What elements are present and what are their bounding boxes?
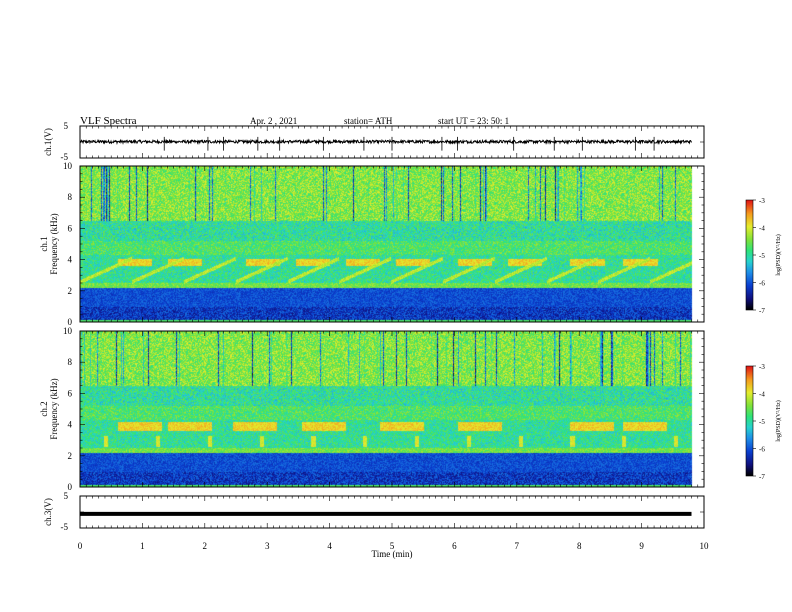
time-axis-tick-label: 2 [203,541,208,551]
ch2-spectrogram-ytick-label: 10 [63,326,73,336]
colorbar-tick-label: -6 [759,280,765,288]
colorbar-tick-label: -5 [759,418,765,426]
ch1-waveform-ticks [79,125,705,159]
colorbar-tick-label: -4 [759,225,765,233]
ch1-spectrogram-ytick-label: 6 [68,223,73,233]
time-axis-tick-label: 5 [390,541,395,551]
station-label: station= ATH [344,116,393,126]
ch1-waveform-ylabel: ch.1(V) [43,128,53,156]
time-axis-tick-label: 9 [639,541,644,551]
figure-title: VLF Spectra [80,115,137,127]
time-axis-tick-labels: 0 1 2 3 4 5 6 7 8 9 10 [78,541,709,551]
date-label: Apr. 2 , 2021 [250,116,297,126]
ch1-spectrogram-ylabel-text: ch.1 [39,236,49,251]
colorbar-tick-label: -7 [759,473,765,481]
ch1-spectrogram-ylabel-frequency: Frequency (kHz) [49,213,59,274]
ch1-colorbar-ticks: -3 -4 -5 -6 -7 [753,197,765,315]
ch1-spectrogram-ylabel-channel: ch.1 [39,236,49,251]
time-axis-tick-label: 7 [515,541,520,551]
time-axis-tick-label: 10 [700,541,710,551]
time-axis-tick-label: 8 [577,541,582,551]
ch2-colorbar [746,366,753,476]
ch2-spectrogram-image-holder [80,331,704,487]
ch1-spectrogram-ticks [79,165,705,323]
ch2-spectrogram-ytick-label: 6 [68,388,73,398]
time-axis-tick-label: 1 [140,541,145,551]
ch2-spectrogram-ylabel-channel: ch.2 [39,401,49,416]
ch1-spectrogram-ytick-label: 2 [68,286,73,296]
ch3-ytick-top: 5 [64,491,69,501]
colorbar-tick-label: -3 [759,363,765,371]
time-axis-tick-label: 4 [327,541,332,551]
ch3-waveform-ticks [79,495,705,529]
ch2-spectrogram-ytick-label: 0 [68,482,73,492]
colorbar-tick-label: -7 [759,307,765,315]
ch2-colorbar-holder [746,366,753,476]
ch3-waveform-ylabel: ch.3(V) [43,498,53,526]
ch2-spectrogram-ylabel-text: ch.2 [39,401,49,416]
time-axis-tick-label: 3 [265,541,270,551]
ch1-spectrogram-ylabel-unit: Frequency (kHz) [49,213,59,274]
colorbar-tick-label: -5 [759,252,765,260]
ch1-waveform-panel: 5 -5 ch.1(V) [43,121,705,162]
ch1-spectrogram-ytick-label: 10 [63,161,73,171]
ch1-spectrogram-image [80,166,704,322]
ch1-spectrogram-ytick-label: 4 [68,255,73,265]
ch1-spectrogram-ytick-labels: 0 2 4 6 8 10 [63,161,73,327]
time-axis-tick-label: 0 [78,541,83,551]
ch1-colorbar-label: log(PSD)(V²/Hz) [775,234,782,275]
ch2-spectrogram-ytick-label: 8 [68,357,73,367]
colorbar-tick-label: -6 [759,446,765,454]
colorbar-tick-label: -4 [759,391,765,399]
ch1-waveform-line [79,138,692,146]
ch2-spectrogram-ytick-label: 2 [68,451,73,461]
ch2-colorbar-label: log(PSD)(V²/Hz) [775,400,782,441]
ch1-colorbar-holder [746,200,753,310]
ch1-waveform-spikes [163,136,655,151]
time-axis-tick-label: 6 [452,541,457,551]
ch2-spectrogram-ticks [79,330,705,488]
start-time-label: start UT = 23: 50: 1 [438,116,509,126]
ch1-colorbar [746,200,753,310]
ch2-spectrogram-ytick-label: 4 [68,420,73,430]
ch1-ytick-top: 5 [64,121,69,131]
ch3-ytick-bottom: -5 [61,522,69,532]
ch1-spectrogram-image-holder [80,166,704,322]
ch2-spectrogram-image [80,331,704,487]
ch1-spectrogram-ytick-label: 0 [68,317,73,327]
colorbar-tick-label: -3 [759,197,765,205]
ch2-colorbar-ticks: -3 -4 -5 -6 -7 [753,363,765,481]
ch2-spectrogram-ytick-labels: 0 2 4 6 8 10 [63,326,73,492]
ch1-spectrogram-ytick-label: 8 [68,192,73,202]
ch1-ytick-bottom: -5 [61,152,69,162]
ch3-waveform-panel: 5 -5 ch.3(V) [43,491,705,532]
ch2-spectrogram-ylabel-frequency: Frequency (kHz) [49,378,59,439]
ch2-spectrogram-ylabel-unit: Frequency (kHz) [49,378,59,439]
time-axis-label: Time (min) [372,549,413,559]
